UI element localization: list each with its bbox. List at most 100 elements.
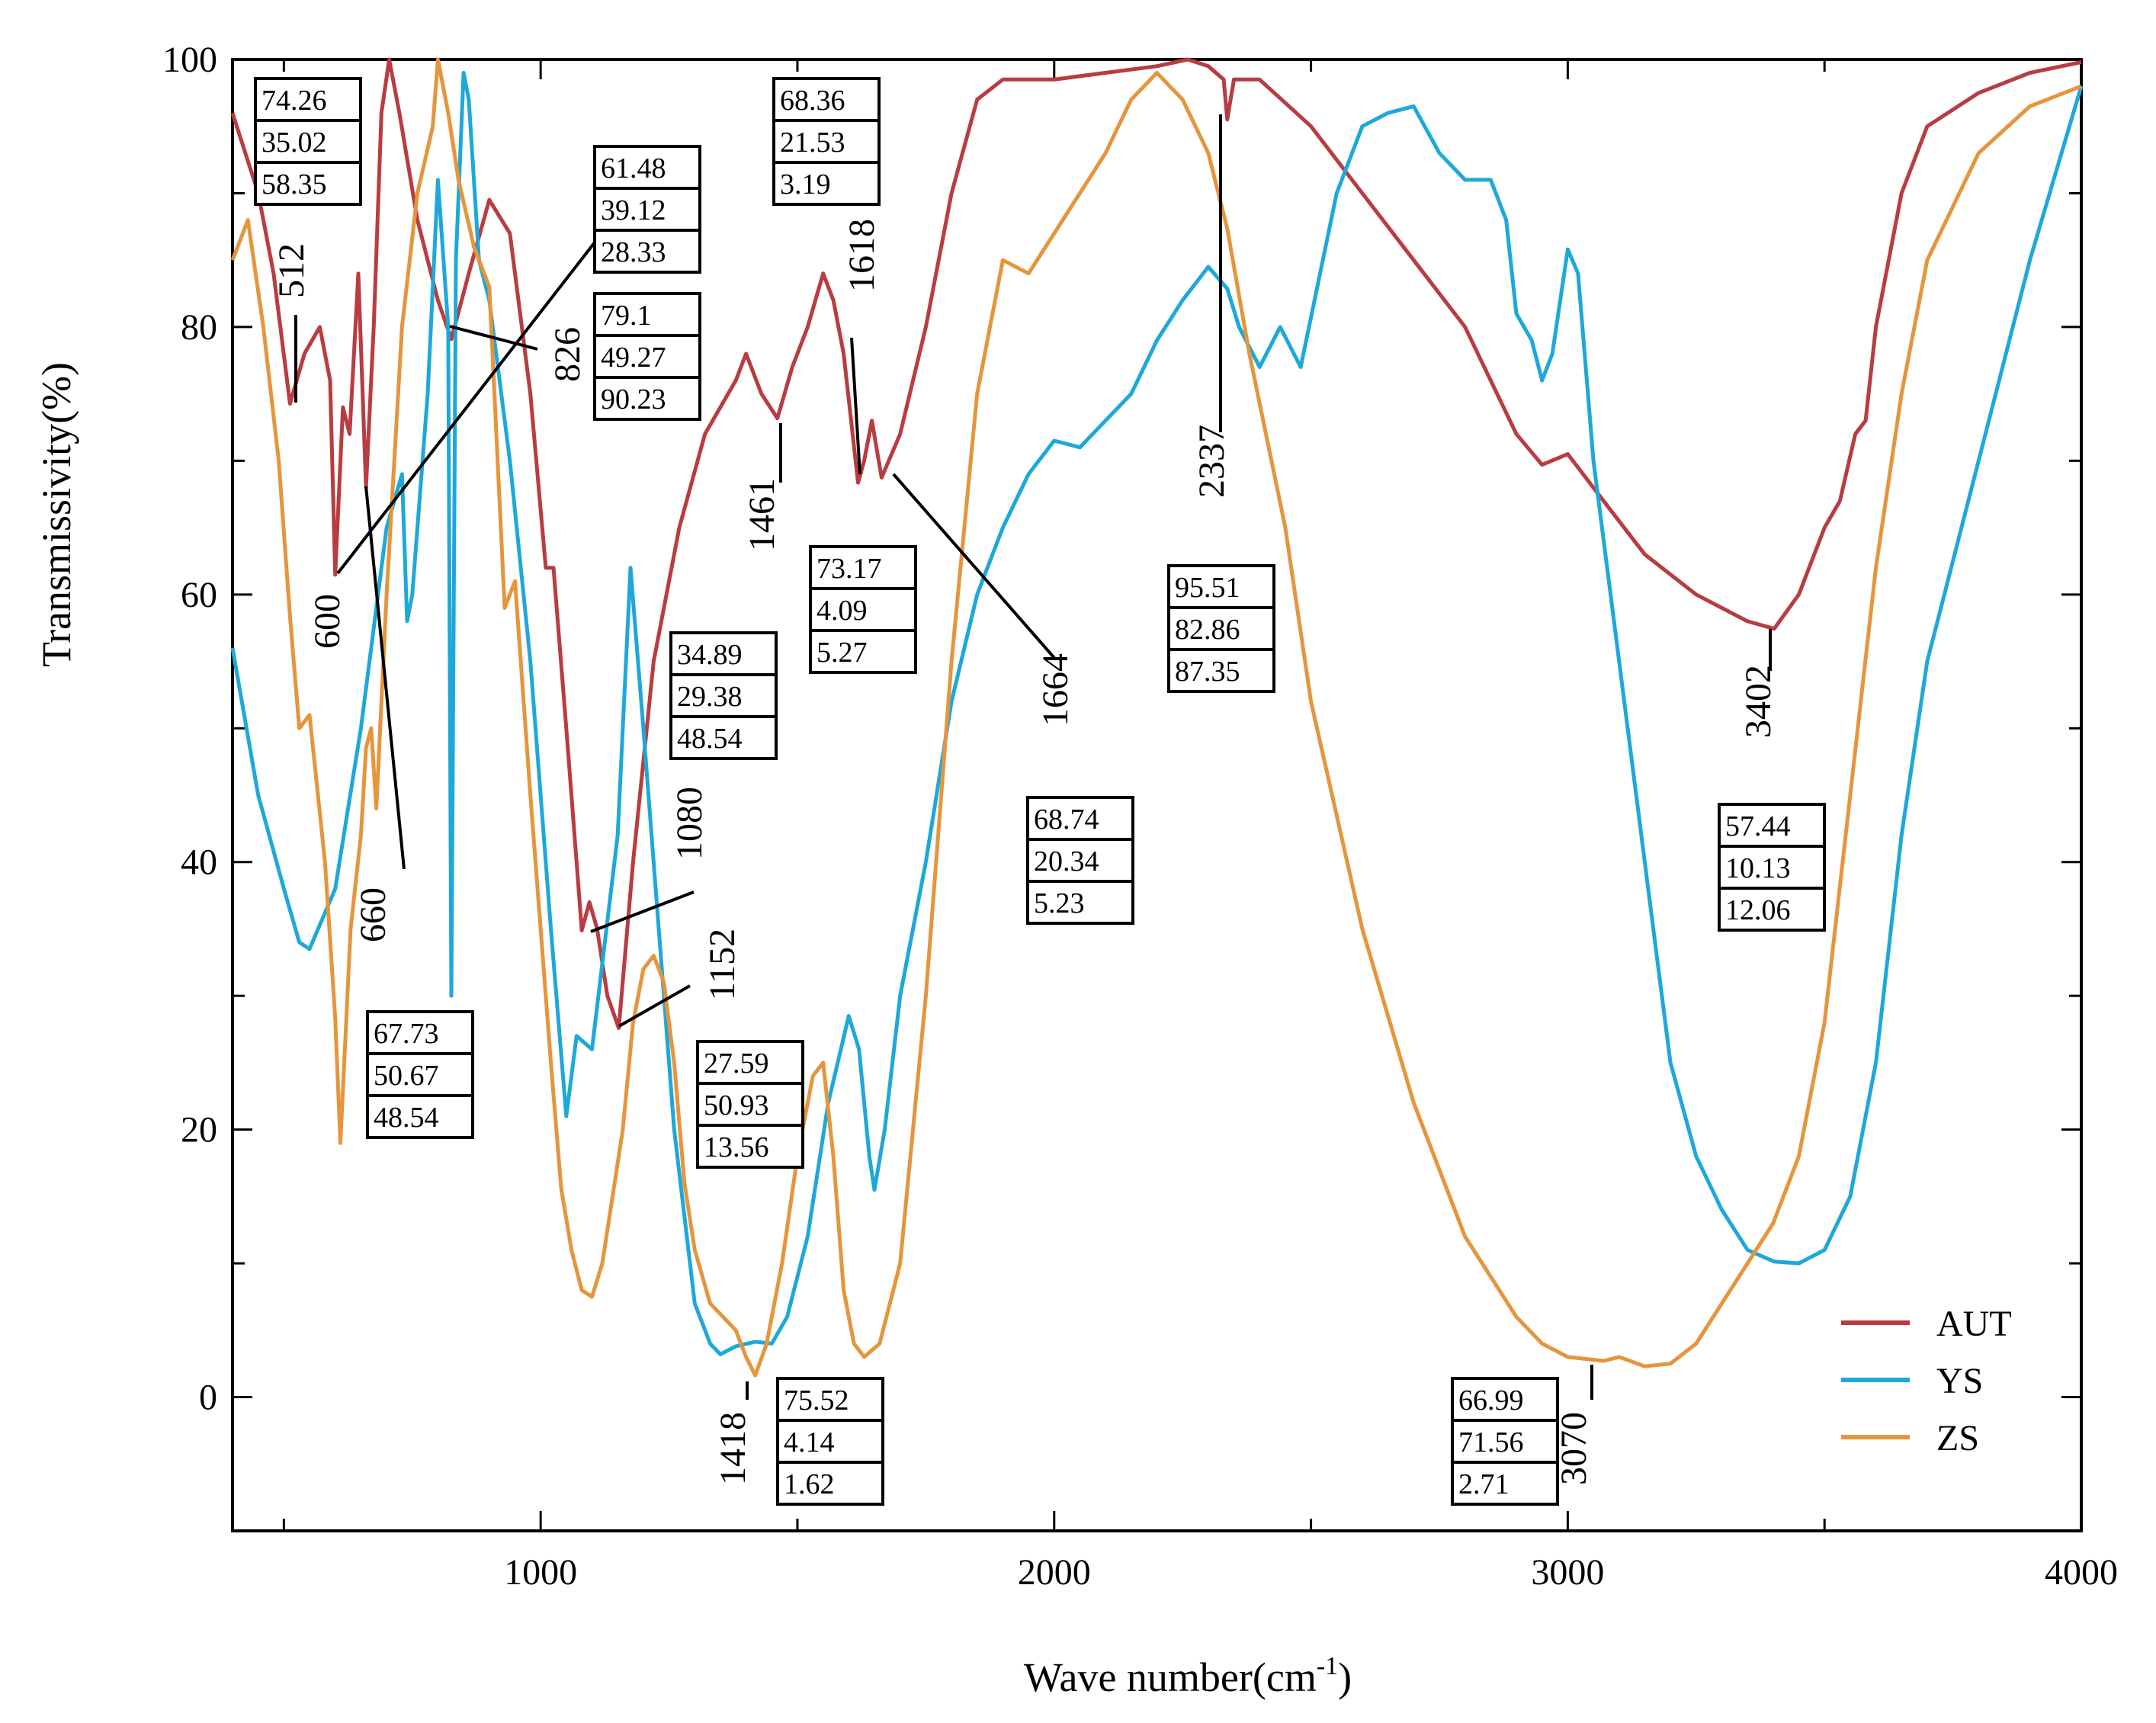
annotation-1080: 1080 34.89 29.38 48.54 [590, 631, 778, 933]
annotation-value-box [669, 673, 778, 718]
annotation-660: 660 67.73 50.67 48.54 [353, 486, 474, 1139]
annotation-value: 12.06 [1725, 894, 1791, 926]
annotation-value-box [593, 376, 701, 421]
annotation-leader-line [449, 325, 538, 351]
annotation-value: 35.02 [261, 127, 327, 159]
annotation-512: 512 74.26 35.02 58.35 [254, 77, 362, 403]
annotation-value: 5.23 [1034, 887, 1085, 919]
series-line-aut [230, 57, 2082, 1030]
annotation-value-box [254, 77, 362, 122]
annotation-value: 48.54 [374, 1102, 439, 1134]
annotation-value-box [366, 1094, 474, 1139]
series-line-ys [230, 71, 2084, 1356]
annotation-value-box [1718, 803, 1826, 848]
annotation-value-box [1167, 564, 1275, 609]
annotation-value: 66.99 [1458, 1384, 1524, 1417]
annotation-value-box [772, 119, 881, 164]
annotation-value: 28.33 [601, 236, 666, 268]
annotation-value-box [593, 229, 701, 274]
annotation-value-box [1451, 1419, 1559, 1464]
annotation-wavenumber-label: 1618 [842, 219, 882, 292]
annotation-wavenumber-label: 826 [547, 327, 588, 382]
annotation-1461: 1461 73.17 4.09 5.27 [742, 423, 917, 674]
annotation-value-box [1167, 606, 1275, 651]
annotation-value: 13.56 [704, 1131, 769, 1163]
annotation-value: 67.73 [374, 1018, 439, 1050]
annotation-value: 5.27 [817, 637, 868, 669]
annotation-value-box [1026, 880, 1134, 925]
x-tick-label: 1000 [504, 1552, 577, 1593]
annotation-value: 1.62 [784, 1468, 835, 1500]
annotation-1618: 1618 68.36 21.53 3.19 [772, 77, 882, 475]
annotation-value: 73.17 [817, 553, 882, 585]
series-line-zs [230, 57, 2082, 1378]
annotation-826: 826 79.1 49.27 90.23 [449, 292, 701, 421]
annotation-value-box [593, 187, 701, 232]
annotation-2337: 2337 95.51 82.86 87.35 [1167, 114, 1275, 693]
annotation-wavenumber-label: 600 [307, 594, 348, 649]
annotation-value: 48.54 [677, 723, 743, 755]
annotation-3402: 3402 57.44 10.13 12.06 [1718, 629, 1826, 932]
annotation-value-box [1718, 845, 1826, 890]
annotation-value: 74.26 [261, 85, 327, 117]
annotation-value: 27.59 [704, 1048, 769, 1080]
annotation-3070: 3070 66.99 71.56 2.71 [1451, 1365, 1594, 1506]
annotation-wavenumber-label: 660 [353, 887, 393, 942]
legend-label-ys: YS [1936, 1361, 1983, 1401]
annotation-value: 50.93 [704, 1089, 769, 1121]
annotation-value-box [776, 1419, 884, 1464]
x-tick-label: 2000 [1018, 1552, 1091, 1593]
annotation-value: 58.35 [261, 168, 327, 201]
annotation-1664: 1664 68.74 20.34 5.23 [892, 473, 1134, 925]
legend-label-aut: AUT [1936, 1304, 2012, 1344]
annotation-value: 3.19 [780, 168, 831, 201]
annotation-value: 29.38 [677, 681, 743, 713]
annotation-value-box [1451, 1377, 1559, 1422]
annotation-value: 10.13 [1725, 852, 1791, 884]
legend-label-zs: ZS [1936, 1418, 1979, 1458]
axes: 1000 2000 3000 4000 0 20 40 60 80 100 [162, 40, 2118, 1593]
annotation-value: 50.67 [374, 1060, 439, 1092]
annotation-leader-line [364, 486, 406, 870]
annotation-value-box [1718, 887, 1826, 932]
annotation-wavenumber-label: 3070 [1554, 1412, 1594, 1485]
annotation-wavenumber-label: 1664 [1035, 653, 1076, 727]
annotation-1152: 1152 27.59 50.93 13.56 [618, 929, 804, 1169]
annotation-value-box [366, 1052, 474, 1097]
x-axis-title-main: Wave number(cm [1024, 1654, 1317, 1700]
annotation-value: 68.74 [1034, 804, 1099, 836]
x-axis-title: Wave number(cm-1) [1024, 1652, 1352, 1700]
annotation-value: 39.12 [601, 194, 666, 226]
annotation-leader-line [850, 337, 861, 475]
annotation-wavenumber-label: 1152 [702, 929, 743, 1000]
annotation-value-box [772, 77, 881, 122]
annotation-value: 82.86 [1175, 614, 1240, 646]
annotation-value: 4.14 [784, 1426, 835, 1458]
x-axis-title-sup: -1 [1317, 1652, 1338, 1680]
peak-annotations: 512 74.26 35.02 58.35 600 61.48 39.12 28.33 826 7… [254, 77, 1826, 1506]
annotation-value-box [1167, 648, 1275, 693]
annotation-value: 21.53 [780, 127, 845, 159]
y-tick-label: 80 [181, 307, 217, 348]
annotation-wavenumber-label: 2337 [1192, 425, 1232, 498]
series-lines [230, 57, 2084, 1378]
annotation-600: 600 61.48 39.12 28.33 [307, 145, 701, 649]
annotation-value: 90.23 [601, 383, 666, 416]
x-tick-label: 3000 [1531, 1552, 1604, 1593]
annotation-value-box [1026, 796, 1134, 841]
y-axis-title: Transmissivity(%) [34, 362, 79, 667]
y-tick-label: 40 [181, 842, 217, 883]
x-tick-label: 4000 [2045, 1552, 2118, 1593]
annotation-wavenumber-label: 1418 [713, 1412, 753, 1485]
annotation-value: 87.35 [1175, 656, 1240, 688]
y-tick-label: 60 [181, 575, 217, 615]
legend: AUT YS ZS [1841, 1304, 2012, 1458]
y-tick-label: 0 [199, 1378, 217, 1418]
annotation-value: 34.89 [677, 639, 743, 671]
y-tick-label: 20 [181, 1110, 217, 1150]
annotation-value: 4.09 [817, 595, 868, 627]
annotation-value: 79.1 [601, 300, 652, 332]
annotation-leader-line [892, 473, 1056, 659]
annotation-value: 49.27 [601, 342, 666, 374]
